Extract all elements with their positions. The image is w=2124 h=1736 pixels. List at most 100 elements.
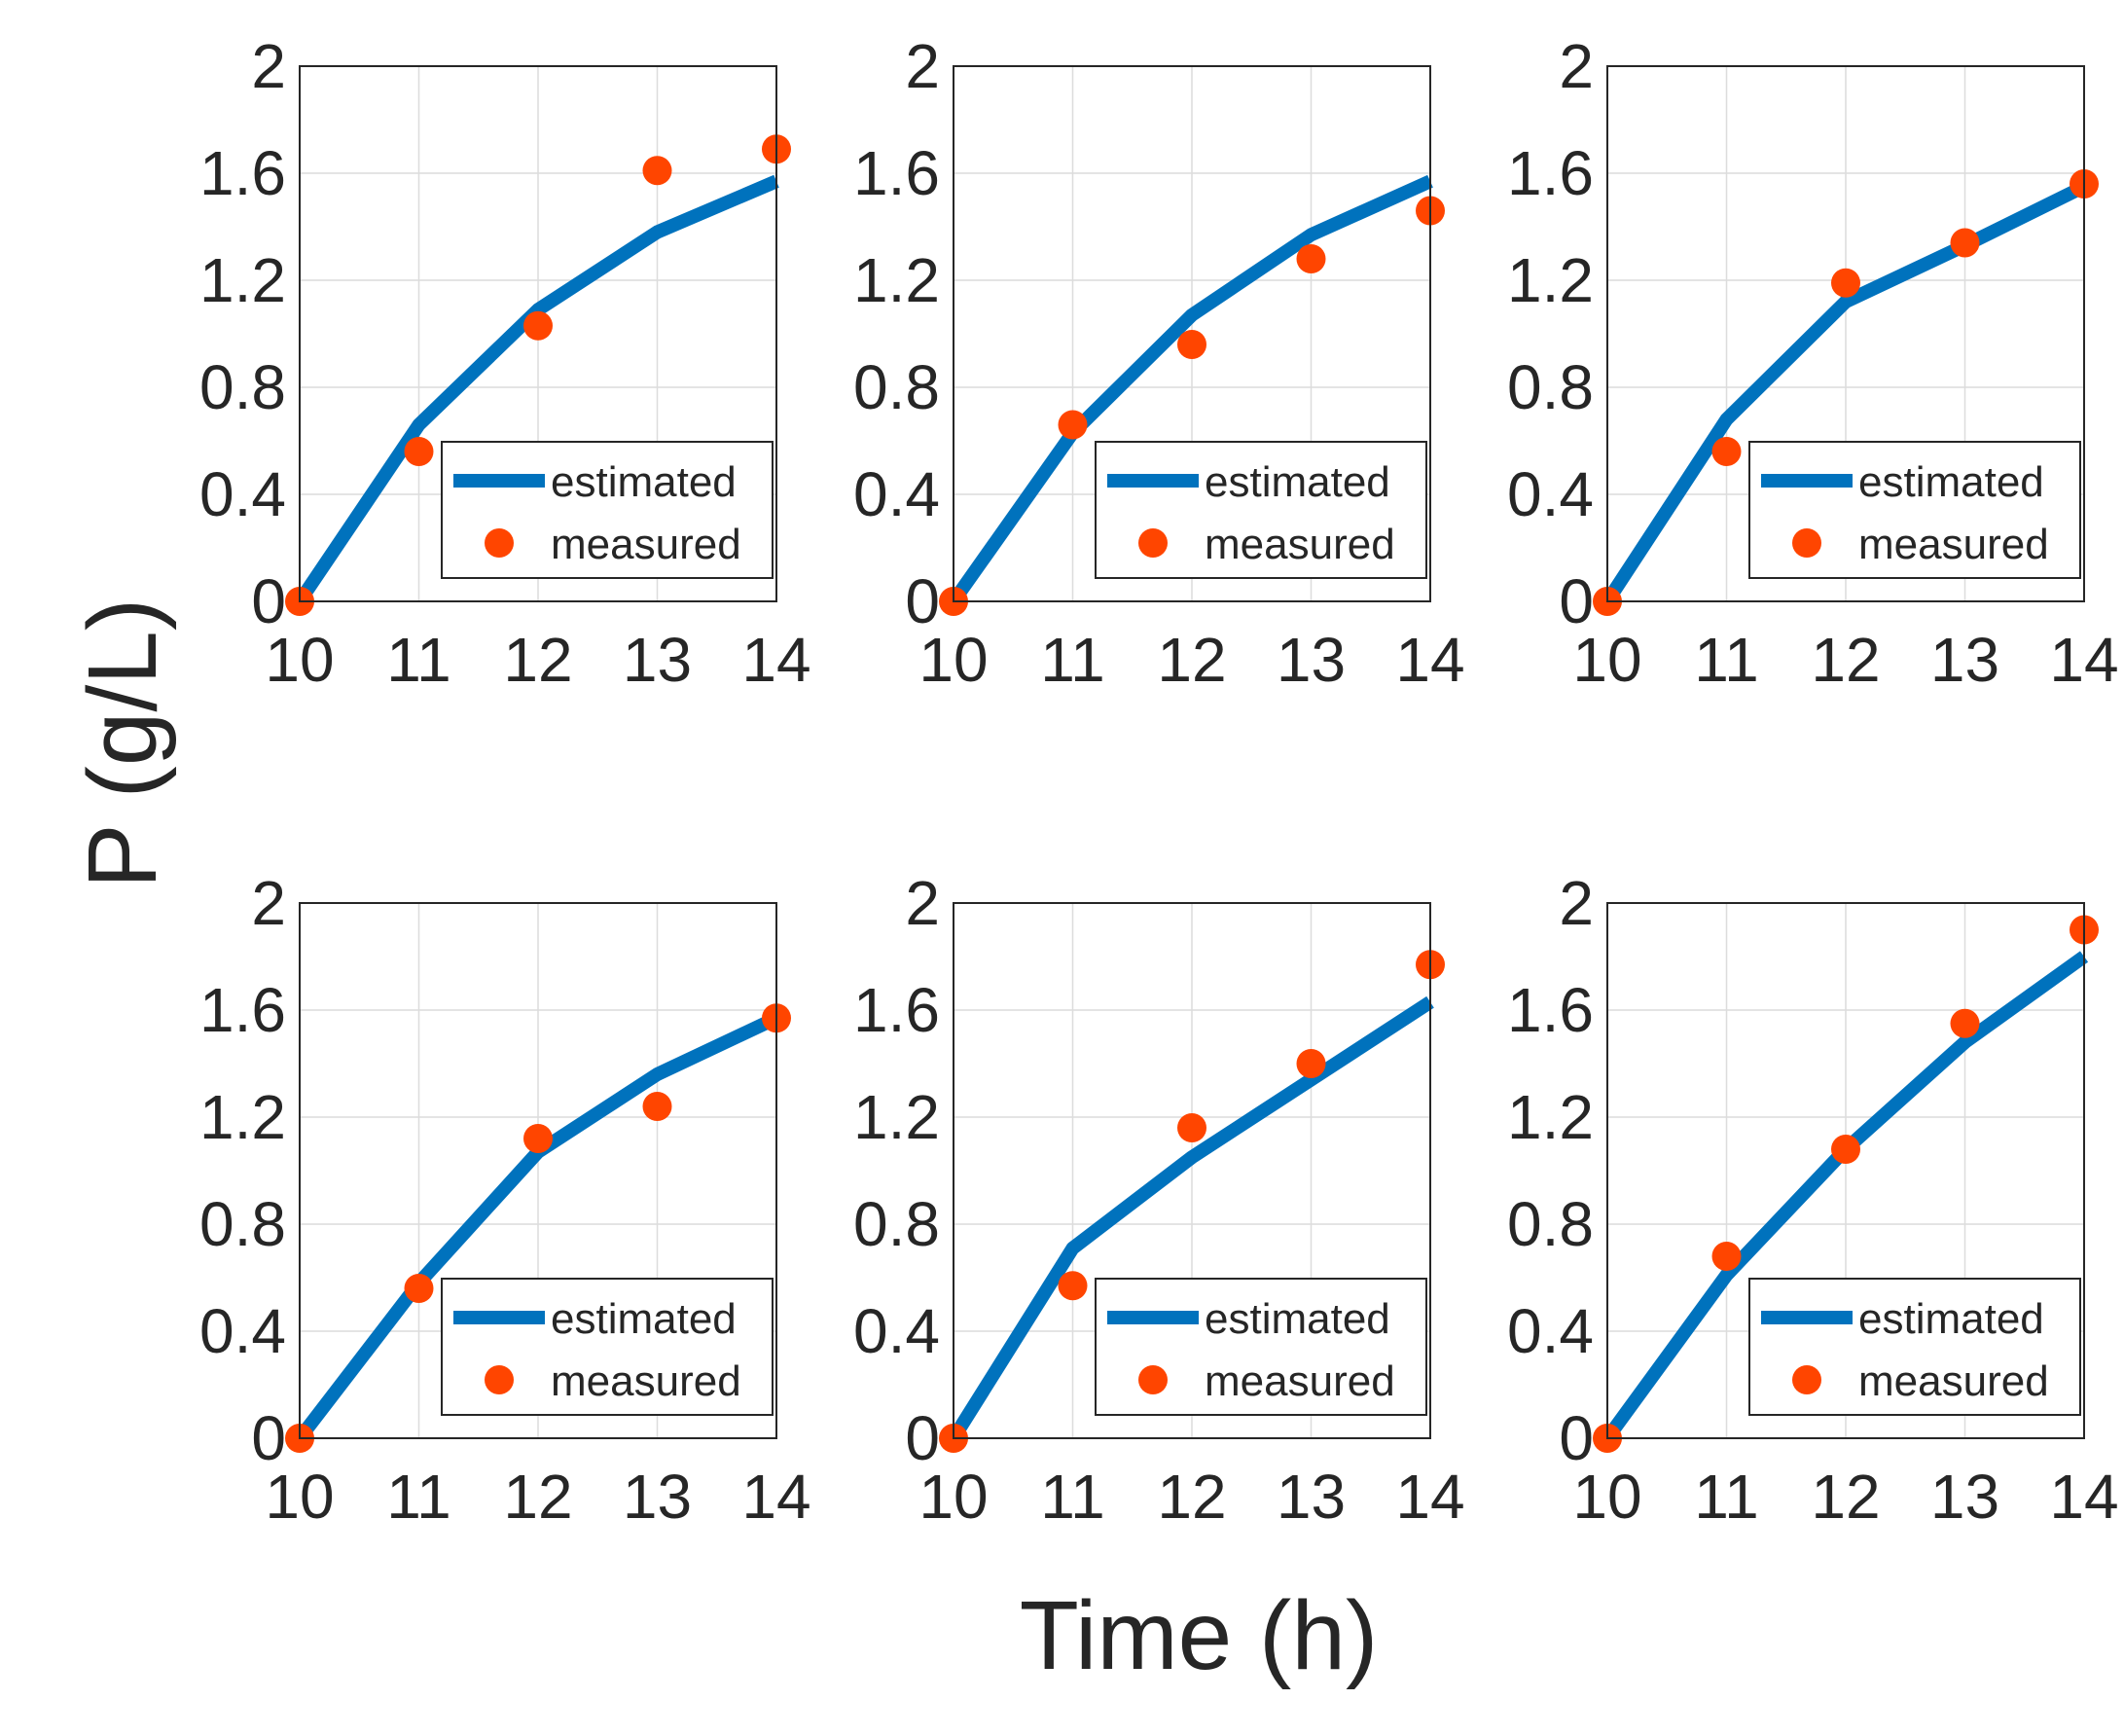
measured-point bbox=[642, 1092, 672, 1121]
y-tick-label: 2 bbox=[251, 868, 286, 938]
measured-point bbox=[523, 1124, 553, 1153]
measured-point bbox=[642, 156, 672, 186]
x-tick-label: 12 bbox=[503, 1462, 572, 1532]
y-axis-title: P (g/L) bbox=[68, 598, 177, 888]
x-tick-label: 10 bbox=[265, 1462, 334, 1532]
measured-point bbox=[1058, 1271, 1088, 1301]
legend: estimated measured bbox=[441, 1278, 774, 1416]
legend-measured-swatch bbox=[1138, 528, 1168, 558]
legend-measured-swatch bbox=[485, 1365, 514, 1394]
legend: estimated measured bbox=[1095, 441, 1427, 579]
y-tick-label: 1.6 bbox=[1507, 138, 1594, 208]
legend-estimated-label: estimated bbox=[551, 458, 737, 506]
x-tick-label: 11 bbox=[386, 1462, 450, 1532]
x-tick-label: 13 bbox=[623, 1462, 692, 1532]
measured-point bbox=[1177, 330, 1206, 359]
estimated-line bbox=[948, 995, 1434, 1442]
x-tick-label: 10 bbox=[1572, 1462, 1641, 1532]
legend-estimated-label: estimated bbox=[1858, 1295, 2044, 1343]
y-tick-label: 0.8 bbox=[1507, 352, 1594, 422]
measured-point bbox=[1831, 1135, 1860, 1164]
y-tick-label: 1.2 bbox=[199, 245, 286, 315]
y-tick-label: 1.6 bbox=[199, 138, 286, 208]
y-tick-label: 1.2 bbox=[853, 245, 940, 315]
y-tick-label: 0 bbox=[251, 566, 286, 636]
y-tick-label: 0 bbox=[1559, 1403, 1594, 1473]
subplot-1: 10 11 12 13 14 0 0.4 0.8 1.2 1.6 2 estimated measure… bbox=[199, 31, 811, 695]
y-tick-label: 0.8 bbox=[199, 1189, 286, 1259]
measured-point bbox=[1711, 437, 1742, 466]
y-tick-label: 2 bbox=[251, 31, 286, 101]
legend-measured-swatch bbox=[1792, 528, 1821, 558]
measured-point bbox=[404, 1274, 434, 1303]
x-tick-label: 13 bbox=[1930, 625, 1999, 695]
measured-point bbox=[1177, 1113, 1206, 1142]
x-tick-label: 12 bbox=[1157, 1462, 1226, 1532]
legend: estimated measured bbox=[1748, 441, 2081, 579]
panels-group: 10 11 12 13 14 0 0.4 0.8 1.2 1.6 2 estimated measure… bbox=[199, 31, 2119, 1532]
y-tick-label: 0.8 bbox=[853, 1189, 940, 1259]
measured-point bbox=[1296, 244, 1326, 273]
axes-box bbox=[1606, 65, 2085, 602]
x-tick-label: 10 bbox=[918, 625, 988, 695]
legend-measured-label: measured bbox=[1858, 521, 2049, 568]
y-tick-label: 2 bbox=[1559, 868, 1594, 938]
y-tick-label: 0.4 bbox=[1507, 1296, 1594, 1366]
y-tick-label: 2 bbox=[1559, 31, 1594, 101]
estimated-line bbox=[1602, 180, 2088, 605]
y-tick-label: 0.8 bbox=[1507, 1189, 1594, 1259]
subplot-5: 10 11 12 13 14 0 0.4 0.8 1.2 1.6 2 estimated measure… bbox=[853, 868, 1465, 1532]
x-tick-label: 12 bbox=[1811, 625, 1880, 695]
legend-measured-swatch bbox=[1792, 1365, 1821, 1394]
x-tick-label: 10 bbox=[918, 1462, 988, 1532]
legend-measured-label: measured bbox=[1205, 1357, 1395, 1405]
legend: estimated measured bbox=[1748, 1278, 2081, 1416]
measured-point bbox=[1711, 1242, 1742, 1271]
x-tick-label: 13 bbox=[1277, 1462, 1346, 1532]
y-tick-label: 1.2 bbox=[1507, 245, 1594, 315]
subplot-3: 10 11 12 13 14 0 0.4 0.8 1.2 1.6 2 estimated measure… bbox=[1507, 31, 2119, 695]
subplot-2: 10 11 12 13 14 0 0.4 0.8 1.2 1.6 2 estimated measure… bbox=[853, 31, 1465, 695]
x-tick-label: 10 bbox=[265, 625, 334, 695]
measured-point bbox=[1950, 1008, 1980, 1038]
legend-measured-label: measured bbox=[1858, 1357, 2049, 1405]
y-tick-label: 0.8 bbox=[853, 352, 940, 422]
y-tick-label: 0 bbox=[251, 1403, 286, 1473]
estimated-line bbox=[294, 174, 779, 605]
estimated-line bbox=[948, 174, 1433, 606]
y-tick-label: 0.8 bbox=[199, 352, 286, 422]
y-tick-label: 1.6 bbox=[199, 975, 286, 1045]
y-tick-label: 0.4 bbox=[199, 459, 286, 529]
legend-measured-label: measured bbox=[1205, 521, 1395, 568]
legend: estimated measured bbox=[1095, 1278, 1427, 1416]
measured-point bbox=[1058, 410, 1088, 440]
axes-box bbox=[1606, 902, 2085, 1439]
subplot-4: 10 11 12 13 14 0 0.4 0.8 1.2 1.6 2 estimated measure… bbox=[199, 868, 811, 1532]
y-tick-label: 1.6 bbox=[853, 138, 940, 208]
x-tick-label: 13 bbox=[1930, 1462, 1999, 1532]
legend: estimated measured bbox=[441, 441, 774, 579]
legend-measured-label: measured bbox=[551, 521, 741, 568]
x-tick-label: 14 bbox=[2049, 625, 2118, 695]
axes-box bbox=[953, 65, 1431, 602]
legend-estimated-label: estimated bbox=[1205, 1295, 1390, 1343]
x-tick-label: 11 bbox=[1694, 625, 1758, 695]
x-tick-label: 12 bbox=[1157, 625, 1226, 695]
measured-point bbox=[1950, 228, 1980, 258]
legend-estimated-label: estimated bbox=[551, 1295, 737, 1343]
y-tick-label: 0.4 bbox=[199, 1296, 286, 1366]
y-tick-label: 0.4 bbox=[853, 459, 940, 529]
y-tick-label: 0 bbox=[1559, 566, 1594, 636]
y-tick-label: 1.2 bbox=[853, 1082, 940, 1152]
x-tick-label: 11 bbox=[1040, 625, 1104, 695]
measured-point bbox=[404, 437, 434, 466]
x-tick-label: 10 bbox=[1572, 625, 1641, 695]
legend-measured-swatch bbox=[1138, 1365, 1168, 1394]
y-tick-label: 0 bbox=[905, 1403, 940, 1473]
x-tick-label: 13 bbox=[1277, 625, 1346, 695]
x-tick-label: 14 bbox=[1395, 625, 1464, 695]
y-tick-label: 1.2 bbox=[1507, 1082, 1594, 1152]
x-tick-label: 11 bbox=[386, 625, 450, 695]
measured-point bbox=[1831, 268, 1860, 298]
